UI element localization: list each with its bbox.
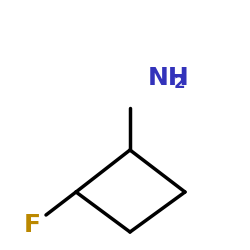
Text: NH: NH [148,66,190,90]
Text: F: F [24,213,40,237]
Text: 2: 2 [174,74,186,92]
